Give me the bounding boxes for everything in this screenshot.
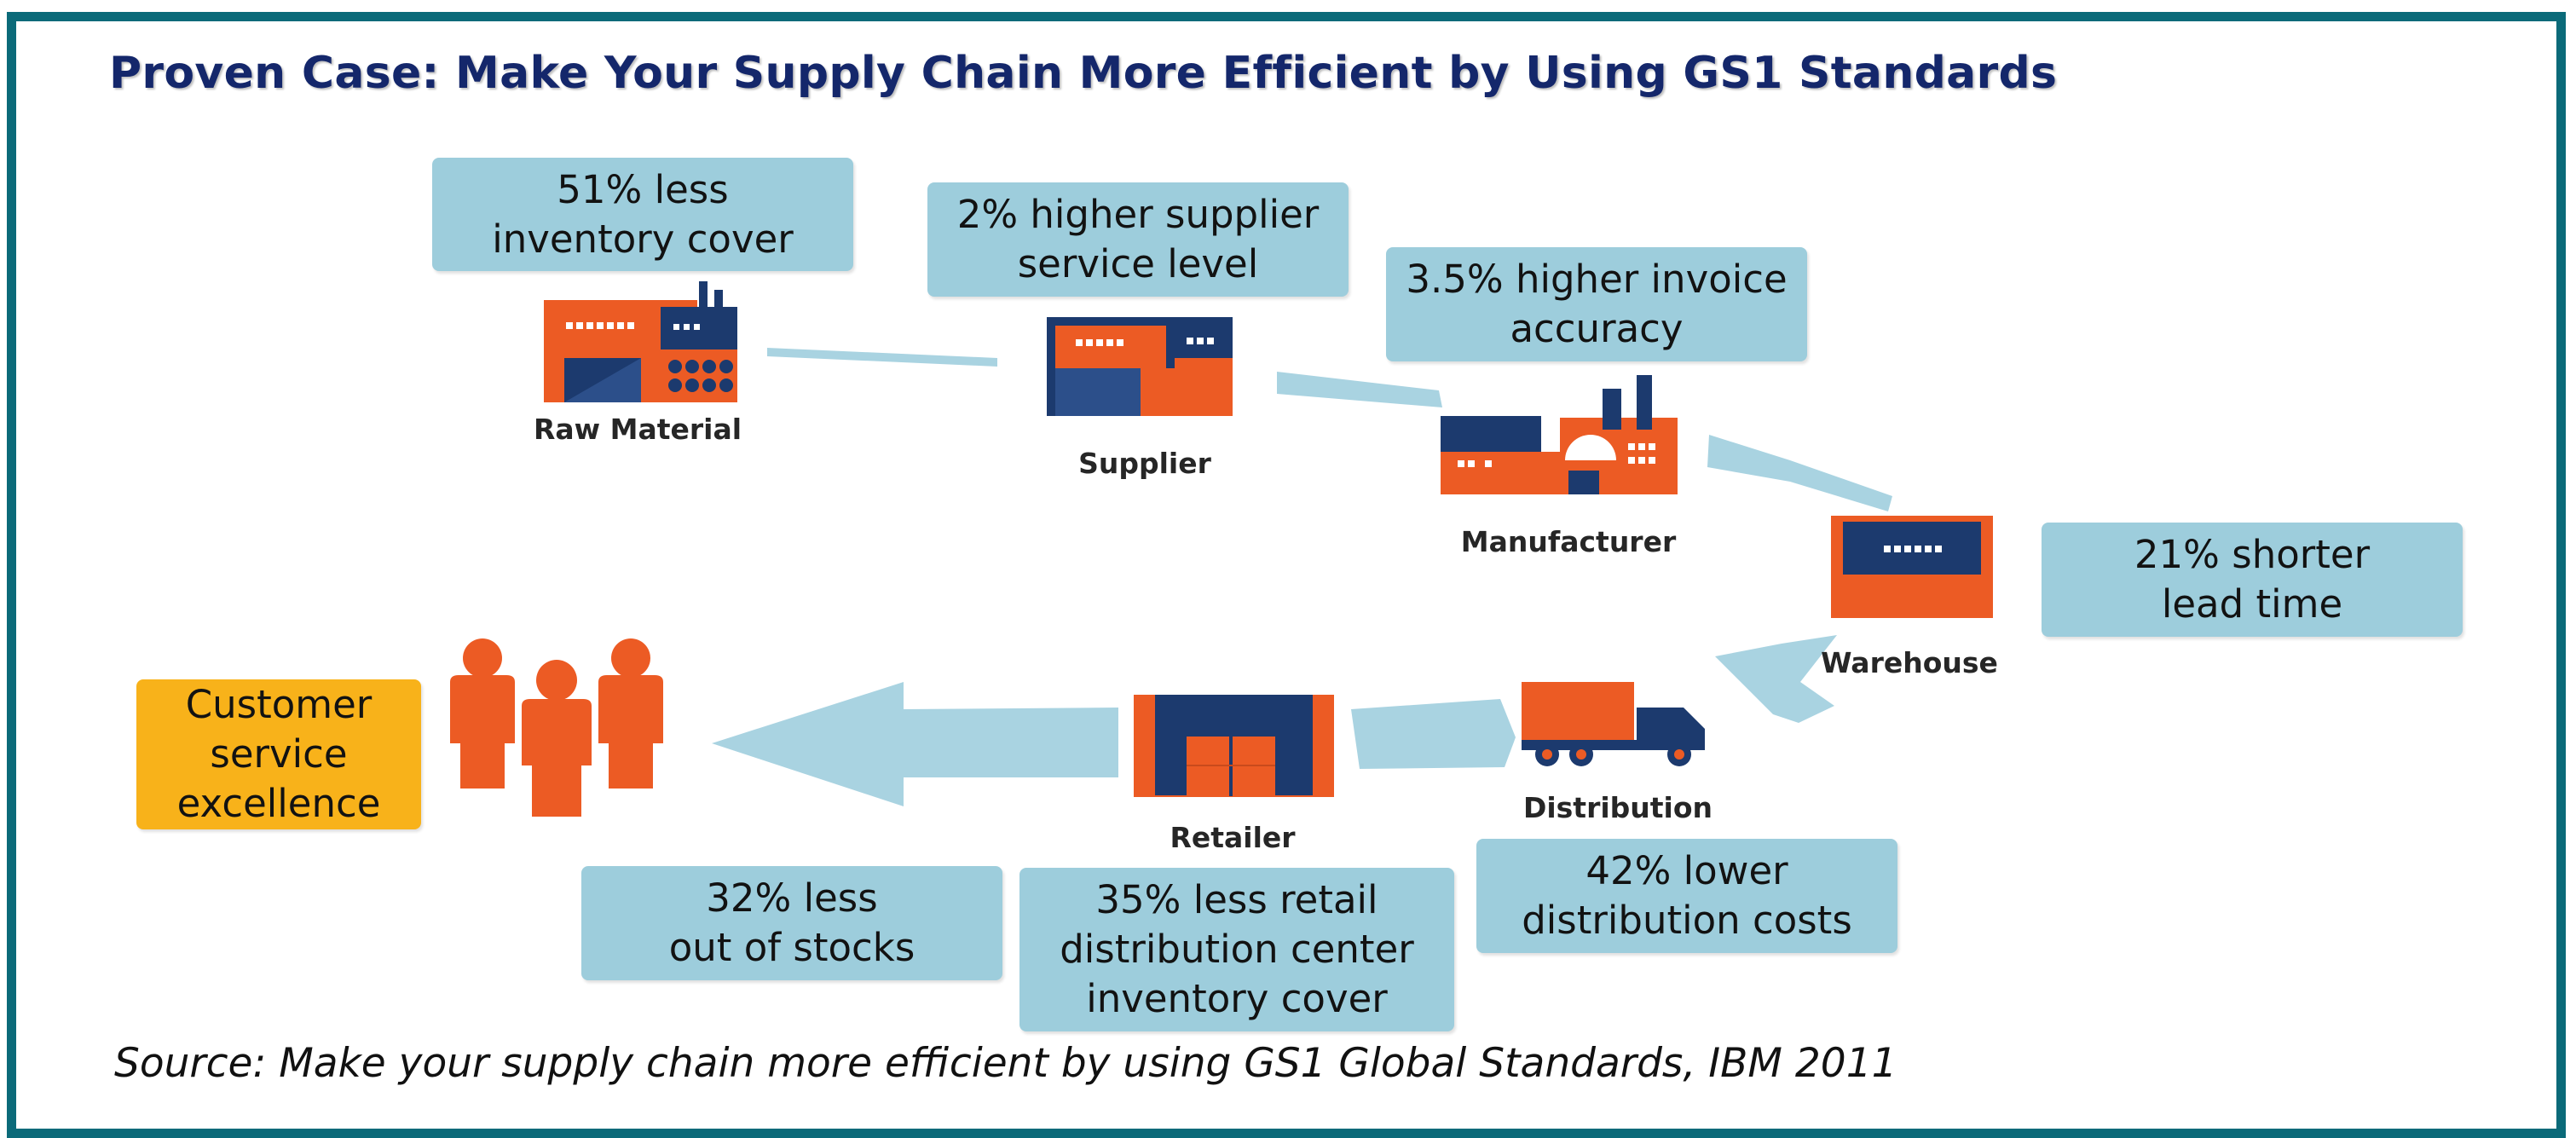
benefit-card-supplier-service: 2% higher supplier service level [927, 182, 1349, 297]
benefit-card-retail-dc-inventory: 35% less retail distribution center inve… [1019, 868, 1454, 1031]
factory-icon [544, 281, 737, 402]
flow-arrow-supplier-to-manufacturer [1277, 372, 1442, 407]
flow-arrow-retailer-to-customer [712, 682, 1118, 806]
stage-label-raw-material: Raw Material [533, 413, 742, 446]
truck-icon [1522, 682, 1705, 766]
benefit-text: 42% lower distribution costs [1522, 848, 1852, 943]
benefit-card-distribution-costs: 42% lower distribution costs [1476, 839, 1897, 953]
factory-icon [1441, 375, 1678, 494]
benefit-card-inventory-cover: 51% less inventory cover [432, 158, 853, 271]
people-icon [450, 638, 663, 817]
flow-arrow-warehouse-to-distribution [1715, 635, 1837, 723]
flow-arrows [712, 348, 1892, 806]
benefit-text: 35% less retail distribution center inve… [1060, 877, 1414, 1021]
benefit-text: 32% less out of stocks [668, 875, 915, 970]
stage-label-distribution: Distribution [1522, 791, 1713, 824]
flow-arrow-raw-to-supplier [767, 348, 997, 367]
benefit-text: 3.5% higher invoice accuracy [1406, 257, 1788, 351]
flow-arrow-manufacturer-to-warehouse [1707, 435, 1892, 511]
benefit-card-lead-time: 21% shorter lead time [2042, 523, 2463, 637]
outcome-text: Customer service excellence [176, 682, 381, 826]
stage-label-warehouse: Warehouse [1821, 646, 1998, 679]
benefit-card-invoice-accuracy: 3.5% higher invoice accuracy [1386, 247, 1807, 361]
source-citation: Source: Make your supply chain more effi… [114, 1040, 1897, 1087]
benefit-card-out-of-stocks: 32% less out of stocks [581, 866, 1002, 980]
benefit-text: 21% shorter lead time [2134, 532, 2371, 627]
outcome-customer-service-excellence: Customer service excellence [136, 679, 421, 829]
benefit-text: 2% higher supplier service level [956, 192, 1320, 286]
stage-label-manufacturer: Manufacturer [1460, 525, 1677, 558]
building-icon [1047, 317, 1233, 416]
flow-arrow-distribution-to-retailer [1351, 699, 1516, 769]
store-icon [1134, 695, 1334, 797]
warehouse-icon [1831, 516, 1993, 618]
diagram-title: Proven Case: Make Your Supply Chain More… [109, 48, 2058, 99]
stage-label-retailer: Retailer [1170, 821, 1296, 854]
stage-label-supplier: Supplier [1078, 447, 1211, 480]
benefit-text: 51% less inventory cover [492, 166, 794, 262]
